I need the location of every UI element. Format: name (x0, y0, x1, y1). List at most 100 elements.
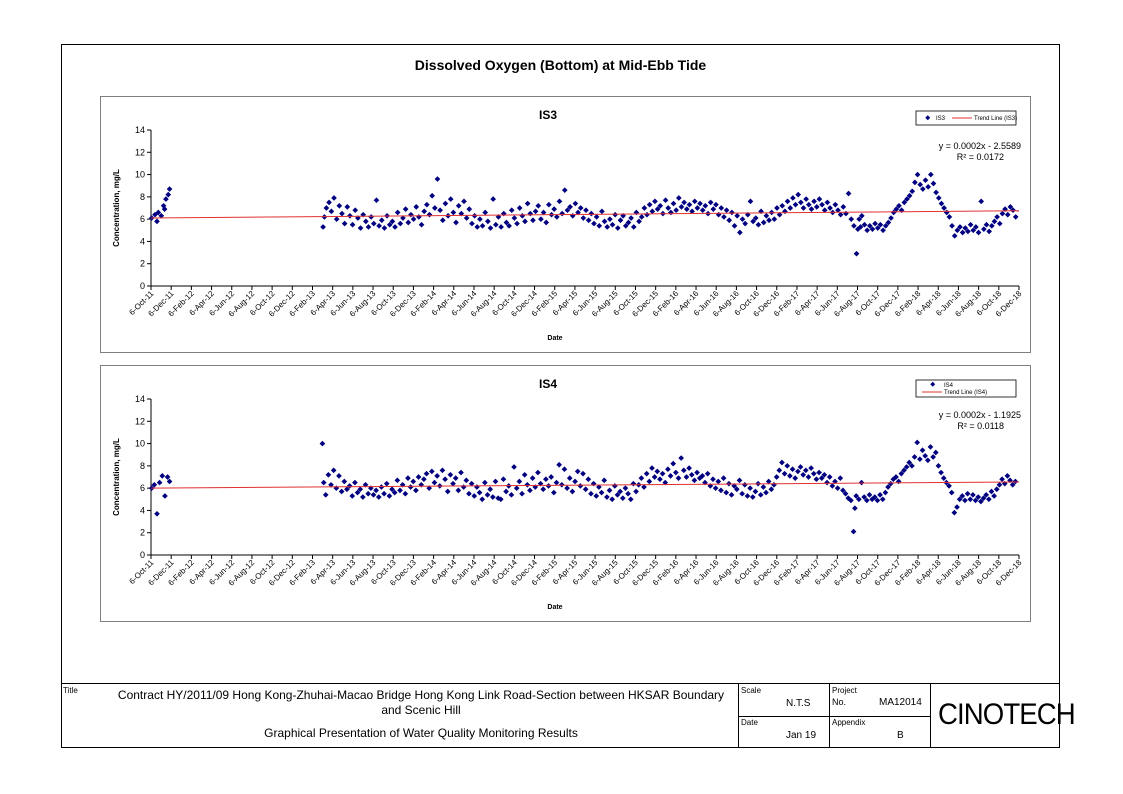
x-axis-label: Date (547, 604, 562, 611)
data-point (657, 476, 663, 483)
data-point (498, 224, 504, 230)
r-squared: R² = 0.0172 (957, 152, 1004, 162)
data-point (774, 205, 780, 211)
legend-entry: Trend Line (IS4) (944, 390, 987, 396)
data-point (463, 477, 470, 484)
data-point (397, 487, 403, 494)
data-point (978, 198, 985, 205)
data-point (619, 495, 626, 501)
data-point (580, 215, 587, 221)
data-point (747, 485, 753, 491)
data-point (524, 200, 531, 207)
data-point (975, 229, 982, 236)
data-point (633, 488, 639, 495)
data-point (877, 221, 884, 228)
data-point (872, 220, 878, 227)
data-point (546, 201, 552, 208)
data-point (386, 221, 393, 228)
data-point (646, 201, 653, 208)
data-point (837, 475, 844, 481)
data-point (559, 210, 565, 217)
data-point (964, 490, 971, 497)
data-point (437, 207, 443, 214)
data-point (784, 198, 791, 205)
data-point (368, 214, 374, 220)
data-point (649, 208, 656, 215)
data-point (466, 490, 472, 497)
data-point (930, 180, 937, 187)
appendix-label: Appendix (832, 718, 866, 727)
data-point (861, 221, 868, 228)
data-point (673, 469, 679, 476)
data-point (956, 496, 963, 503)
data-point (394, 209, 401, 216)
data-point (901, 467, 907, 474)
data-point (699, 473, 706, 479)
data-point (1010, 207, 1016, 214)
data-point (569, 488, 576, 495)
data-point (545, 483, 552, 489)
data-point (402, 490, 409, 497)
data-point (771, 481, 777, 488)
data-point (760, 484, 767, 490)
data-point (686, 465, 692, 471)
y-tick-label: 2 (140, 259, 145, 269)
data-point (163, 196, 169, 202)
data-point (739, 216, 746, 222)
y-axis-label: Concentration, mg/L (112, 169, 121, 247)
data-point (434, 473, 440, 479)
data-point (851, 223, 857, 229)
data-point (431, 205, 438, 211)
data-point (162, 493, 168, 499)
data-point (932, 449, 939, 456)
data-point (596, 223, 603, 229)
data-point (320, 224, 326, 230)
data-point (413, 487, 419, 494)
data-point (837, 211, 844, 218)
y-tick-label: 8 (140, 461, 145, 471)
data-point (607, 216, 613, 222)
data-point (802, 467, 809, 474)
data-point (373, 487, 379, 494)
data-point (662, 479, 669, 486)
data-point (479, 223, 486, 229)
data-point (593, 214, 600, 220)
data-point (561, 466, 568, 473)
data-point (540, 209, 547, 216)
data-point (331, 195, 337, 201)
data-point (986, 228, 992, 235)
data-point (951, 233, 958, 239)
chart-is3-svg: IS3024681012146-Oct-116-Dec-116-Feb-126-… (112, 108, 1024, 342)
data-point (994, 214, 1000, 220)
data-point (850, 528, 857, 535)
title-line-3: Graphical Presentation of Water Quality … (264, 726, 578, 740)
trend-equation: y = 0.0002x - 2.5589 (939, 141, 1021, 151)
data-point (749, 494, 756, 500)
data-point (622, 485, 629, 491)
data-point (887, 480, 894, 487)
data-point (933, 189, 939, 196)
data-point (856, 216, 863, 222)
data-point (521, 471, 528, 478)
data-point (938, 200, 945, 207)
data-point (827, 205, 833, 211)
data-point (540, 486, 547, 493)
data-point (668, 209, 674, 216)
data-point (370, 492, 377, 498)
data-point (452, 475, 459, 481)
data-point (909, 188, 916, 195)
data-point (529, 475, 536, 481)
data-point (965, 228, 971, 235)
data-point (333, 485, 340, 491)
data-point (988, 223, 995, 229)
data-point (662, 197, 669, 204)
data-point (792, 475, 799, 481)
data-point (683, 206, 690, 212)
data-point (805, 474, 812, 480)
data-point (874, 497, 881, 504)
data-point (747, 198, 754, 205)
data-point (903, 464, 910, 470)
data-point (710, 206, 717, 212)
data-point (593, 493, 600, 499)
trend-line (150, 481, 1020, 489)
